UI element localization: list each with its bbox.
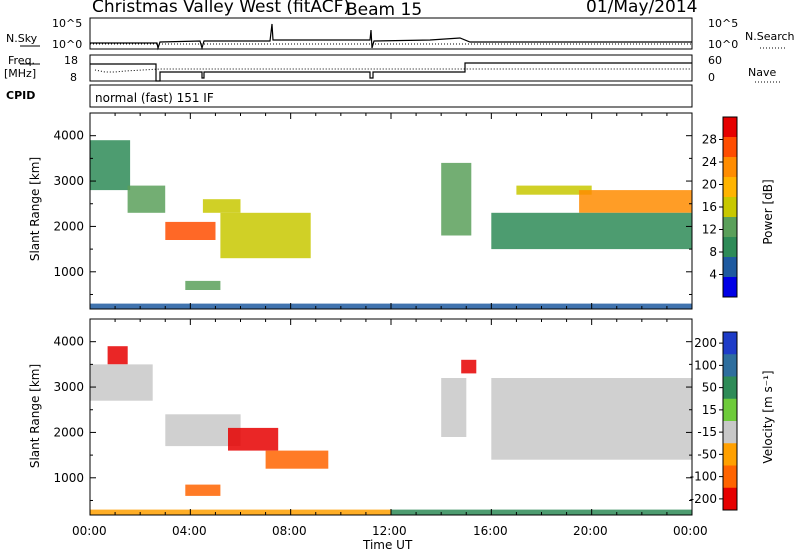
freq-tick-bottom: 8	[70, 71, 77, 84]
xlabel: Time UT	[363, 538, 413, 552]
x-tick-label: 00:00	[72, 524, 107, 538]
x-tick-label: 20:00	[573, 524, 608, 538]
data-region	[220, 212, 311, 259]
colorbar-tick-label: 16	[702, 200, 717, 214]
colorbar-frame	[722, 331, 738, 511]
date-label: 01/May/2014	[586, 0, 698, 17]
colorbar-tick-label: -200	[690, 492, 717, 506]
data-region	[90, 140, 131, 191]
colorbar-segment	[723, 487, 737, 511]
data-region	[441, 162, 472, 236]
colorbar-tick-label: 8	[709, 245, 717, 259]
cpid-value: normal (fast) 151 IF	[95, 91, 214, 105]
data-region	[90, 364, 153, 401]
data-region	[202, 199, 241, 213]
data-region	[491, 212, 692, 250]
colorbar-tick-label: 200	[694, 336, 717, 350]
freq-nave-panel	[20, 54, 780, 83]
colorbar-segment	[723, 197, 737, 218]
freq-tick-top: 18	[64, 54, 78, 67]
nsearch-label: N.Search	[745, 30, 795, 43]
colorbar-tick-label: 50	[702, 381, 717, 395]
nave-tick-bottom: 0	[708, 71, 715, 84]
beam-label: Beam 15	[346, 0, 423, 20]
data-region	[185, 484, 221, 496]
colorbar-segment	[723, 421, 737, 444]
velocity-panel: 1000 2000 3000 4000	[53, 318, 693, 516]
nave-label: Nave	[748, 66, 777, 79]
y-tick-label: 4000	[53, 335, 84, 349]
data-region	[579, 190, 692, 213]
data-region	[461, 359, 477, 374]
velocity-cbar-label: Velocity [m s⁻¹]	[761, 370, 775, 464]
nsky-panel	[20, 17, 785, 51]
nsearch-tick-bottom: 10^0	[708, 38, 739, 51]
data-region	[228, 427, 279, 451]
freq-unit: [MHz]	[4, 67, 37, 80]
x-tick-label: 12:00	[372, 524, 407, 538]
colorbar-segment	[723, 332, 737, 355]
y-tick-label: 4000	[53, 129, 84, 143]
data-region	[265, 450, 329, 469]
colorbar-tick-label: 12	[702, 223, 717, 237]
data-region	[491, 378, 692, 460]
colorbar-segment	[723, 217, 737, 238]
nave-tick-top: 60	[708, 54, 722, 67]
data-region	[516, 185, 592, 195]
x-tick-label: 08:00	[272, 524, 307, 538]
station-title: Christmas Valley West (fitACF)	[92, 0, 351, 17]
power-panel: 1000 2000 3000 4000	[53, 112, 693, 310]
cpid-panel	[89, 84, 693, 108]
colorbar-segment	[723, 398, 737, 422]
colorbar-tick-label: 4	[709, 268, 717, 282]
x-tick-label: 00:00	[673, 524, 708, 538]
colorbar-segment	[723, 137, 737, 158]
y-tick-label: 2000	[53, 219, 84, 233]
colorbar-tick-label: 100	[694, 358, 717, 372]
nsearch-tick-top: 10^5	[708, 17, 739, 30]
colorbar-segment	[723, 443, 737, 466]
y-tick-label: 3000	[53, 380, 84, 394]
data-region	[165, 221, 216, 240]
y-tick-label: 2000	[53, 425, 84, 439]
colorbar-segment	[723, 177, 737, 198]
colorbar-segment	[723, 257, 737, 278]
colorbar-segment	[723, 277, 737, 298]
colorbar-tick-label: 20	[702, 178, 717, 192]
colorbar-segment	[723, 465, 737, 489]
data-region	[127, 185, 166, 213]
nsky-tick-top: 10^5	[52, 17, 83, 30]
velocity-colorbar: 200 100 50 15 -15 -50 -100 -200	[690, 331, 738, 511]
colorbar-segment	[723, 354, 737, 377]
data-region	[441, 378, 467, 437]
colorbar-tick-label: 24	[702, 155, 717, 169]
velocity-ylabel: Slant Range [km]	[28, 363, 42, 469]
cpid-label: CPID	[6, 89, 36, 102]
power-cbar-label: Power [dB]	[761, 179, 775, 245]
colorbar-segment	[723, 237, 737, 258]
power-ylabel: Slant Range [km]	[28, 156, 42, 262]
colorbar-tick-label: -100	[690, 470, 717, 484]
y-tick-label: 3000	[53, 174, 84, 188]
data-region	[185, 280, 221, 290]
y-tick-label: 1000	[53, 265, 84, 279]
data-region	[107, 346, 128, 365]
colorbar-tick-label: -15	[697, 425, 717, 439]
colorbar-segment	[723, 157, 737, 178]
power-colorbar: 28 24 20 16 12 8 4	[702, 116, 738, 298]
colorbar-tick-label: -50	[697, 447, 717, 461]
colorbar-tick-label: 15	[702, 403, 717, 417]
colorbar-segment	[723, 376, 737, 400]
x-tick-label: 04:00	[172, 524, 207, 538]
x-tick-label: 16:00	[473, 524, 508, 538]
nsky-label: N.Sky	[6, 32, 38, 45]
nsky-tick-bottom: 10^0	[52, 38, 83, 51]
colorbar-tick-label: 28	[702, 133, 717, 147]
y-tick-label: 1000	[53, 471, 84, 485]
colorbar-segment	[723, 117, 737, 138]
